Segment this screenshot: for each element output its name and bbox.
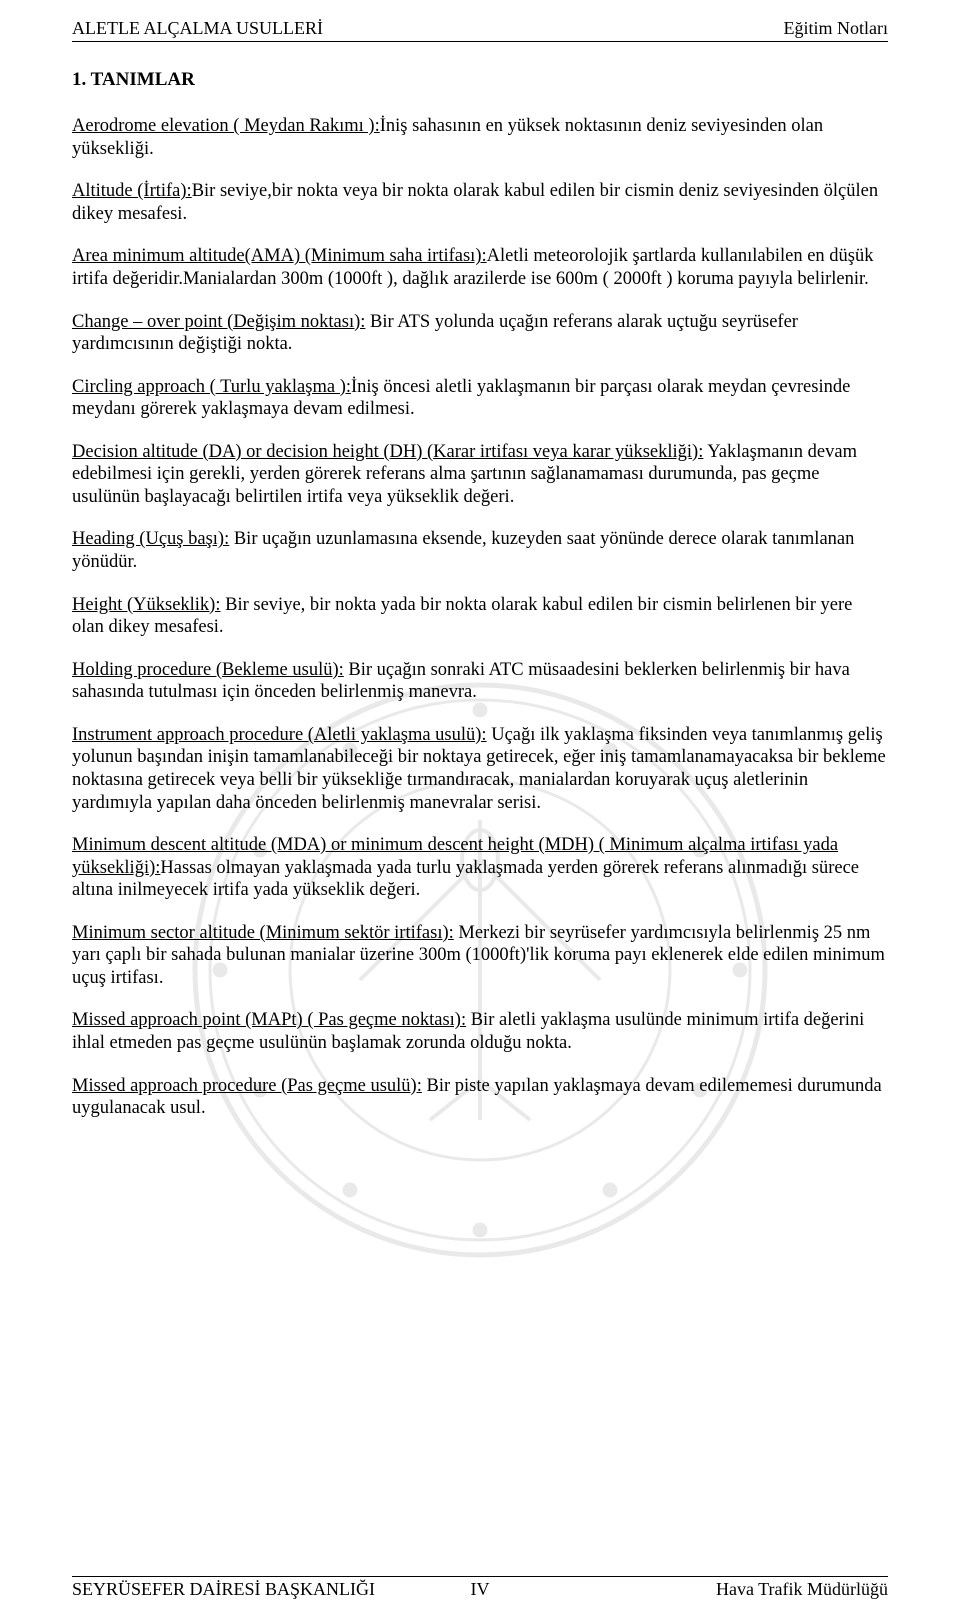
term-title: Area minimum altitude(AMA) (Minimum saha… <box>72 246 487 266</box>
term-title: Decision altitude (DA) or decision heigh… <box>72 442 703 462</box>
definition: Altitude (İrtifa):Bir seviye,bir nokta v… <box>72 180 888 225</box>
definition: Change – over point (Değişim noktası): B… <box>72 311 888 356</box>
definition: Holding procedure (Bekleme usulü): Bir u… <box>72 659 888 704</box>
definition: Circling approach ( Turlu yaklaşma ):İni… <box>72 376 888 421</box>
term-body: Hassas olmayan yaklaşmada yada turlu yak… <box>72 858 859 901</box>
definition: Height (Yükseklik): Bir seviye, bir nokt… <box>72 594 888 639</box>
section-heading: 1. TANIMLAR <box>72 68 888 91</box>
definition: Minimum descent altitude (MDA) or minimu… <box>72 834 888 902</box>
term-title: Holding procedure (Bekleme usulü): <box>72 660 344 680</box>
term-title: Missed approach point (MAPt) ( Pas geçme… <box>72 1010 466 1030</box>
definition: Aerodrome elevation ( Meydan Rakımı ):İn… <box>72 115 888 160</box>
page-header: ALETLE ALÇALMA USULLERİ Eğitim Notları <box>72 18 888 42</box>
term-title: Height (Yükseklik): <box>72 595 221 615</box>
term-title: Heading (Uçuş başı): <box>72 529 229 549</box>
term-title: Aerodrome elevation ( Meydan Rakımı ): <box>72 116 380 136</box>
definition: Heading (Uçuş başı): Bir uçağın uzunlama… <box>72 528 888 573</box>
term-body: Bir seviye,bir nokta veya bir nokta olar… <box>72 181 878 224</box>
term-title: Altitude (İrtifa): <box>72 181 192 201</box>
definition: Missed approach procedure (Pas geçme usu… <box>72 1075 888 1120</box>
page-body: 1. TANIMLAR Aerodrome elevation ( Meydan… <box>72 68 888 1140</box>
definition: Area minimum altitude(AMA) (Minimum saha… <box>72 245 888 290</box>
definition: Instrument approach procedure (Aletli ya… <box>72 724 888 814</box>
header-right: Eğitim Notları <box>784 18 888 39</box>
definition: Minimum sector altitude (Minimum sektör … <box>72 922 888 990</box>
term-title: Change – over point (Değişim noktası): <box>72 312 365 332</box>
header-left: ALETLE ALÇALMA USULLERİ <box>72 18 323 39</box>
document-page: ALETLE ALÇALMA USULLERİ Eğitim Notları 1… <box>0 0 960 1622</box>
definition: Missed approach point (MAPt) ( Pas geçme… <box>72 1009 888 1054</box>
footer-center-page-number: IV <box>72 1579 888 1600</box>
definition: Decision altitude (DA) or decision heigh… <box>72 441 888 509</box>
term-title: Circling approach ( Turlu yaklaşma ): <box>72 377 351 397</box>
term-title: Missed approach procedure (Pas geçme usu… <box>72 1076 422 1096</box>
term-title: Instrument approach procedure (Aletli ya… <box>72 725 487 745</box>
term-title: Minimum sector altitude (Minimum sektör … <box>72 923 454 943</box>
page-footer: SEYRÜSEFER DAİRESİ BAŞKANLIĞI IV Hava Tr… <box>72 1576 888 1600</box>
